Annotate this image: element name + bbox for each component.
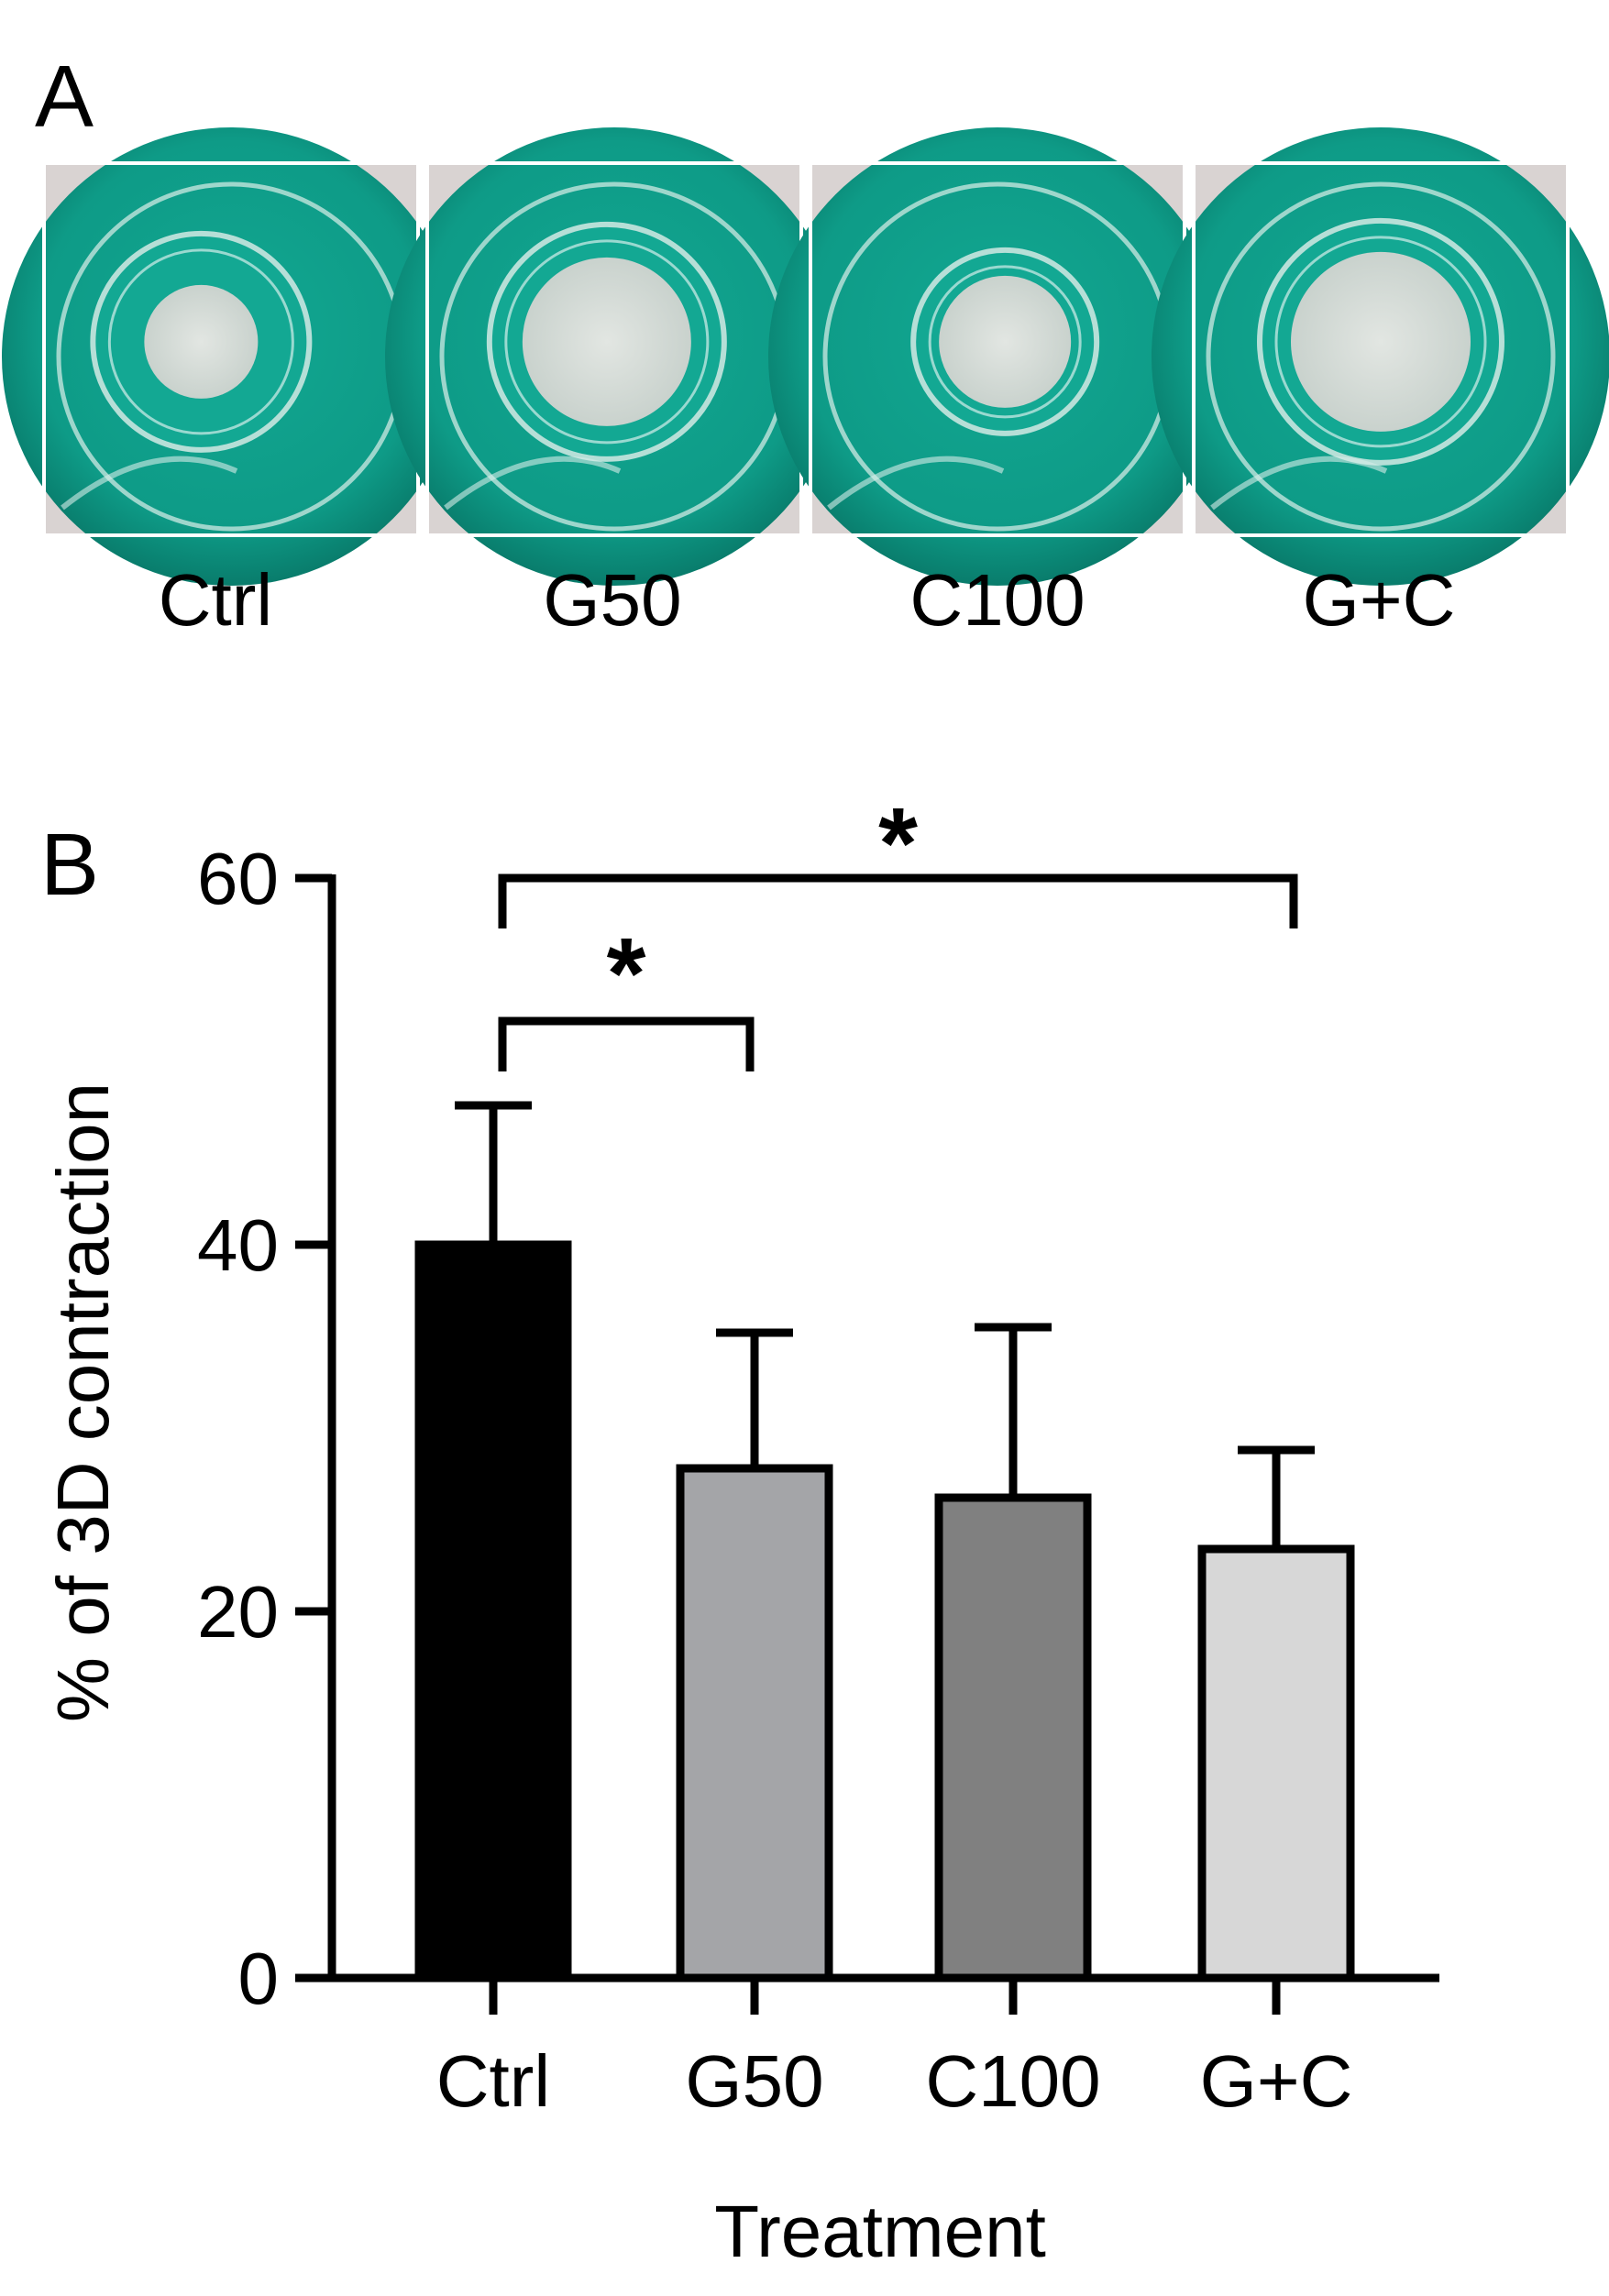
x-tick-label: G+C	[1200, 2040, 1353, 2122]
y-axis-title: % of 3D contraction	[42, 1082, 124, 1722]
panel-a-letter: A	[35, 48, 94, 146]
insert-arm	[61, 456, 238, 511]
y-tick-label: 20	[197, 1571, 279, 1653]
x-axis-title: Treatment	[714, 2191, 1046, 2272]
well-photo-row	[2, 127, 1609, 586]
error-bars-group	[455, 1101, 1315, 1549]
bar-c100	[934, 1493, 1092, 1983]
insert-inner-ring	[1274, 236, 1487, 448]
panel-b-letter: B	[40, 816, 99, 914]
bar-g50	[676, 1464, 833, 1983]
insert-inner-ring	[107, 248, 294, 435]
well-photo	[768, 127, 1227, 586]
y-tick-label: 0	[238, 1938, 280, 2019]
axes-group: Ctrl G50 C100 G+C 0 20 40 60	[197, 838, 1439, 2122]
bars-group	[414, 1240, 1355, 1983]
y-tick-label: 40	[197, 1204, 279, 1286]
insert-arm	[444, 456, 622, 511]
collagen-gel	[939, 275, 1072, 408]
insert-inner-ring	[504, 239, 710, 445]
insert-arm	[827, 456, 1005, 511]
well-photo-border	[1192, 161, 1570, 537]
collagen-gel	[1291, 251, 1471, 432]
collagen-gel	[522, 257, 691, 426]
significance-group: **	[498, 787, 1298, 1071]
bar-gc	[1197, 1544, 1355, 1983]
significance-star: *	[878, 787, 918, 900]
bar-ctrl	[414, 1240, 572, 1983]
x-tick-label: Ctrl	[436, 2040, 550, 2122]
well-label-gc: G+C	[1303, 559, 1456, 641]
well-label-g50: G50	[543, 559, 681, 641]
significance-bracket	[498, 873, 1298, 928]
collagen-gel	[144, 284, 259, 399]
y-tick-label: 60	[197, 838, 279, 919]
well-photo	[1152, 127, 1609, 586]
well-photo	[385, 127, 843, 586]
insert-arm	[1210, 456, 1388, 511]
well-label-c100: C100	[909, 559, 1085, 641]
x-tick-label: G50	[685, 2040, 823, 2122]
significance-star: *	[607, 917, 646, 1030]
well-label-ctrl: Ctrl	[159, 559, 272, 641]
x-tick-label: C100	[925, 2040, 1100, 2122]
well-outer-ring	[1206, 181, 1556, 532]
significance-bracket	[498, 1016, 755, 1071]
insert-inner-ring	[928, 265, 1082, 419]
